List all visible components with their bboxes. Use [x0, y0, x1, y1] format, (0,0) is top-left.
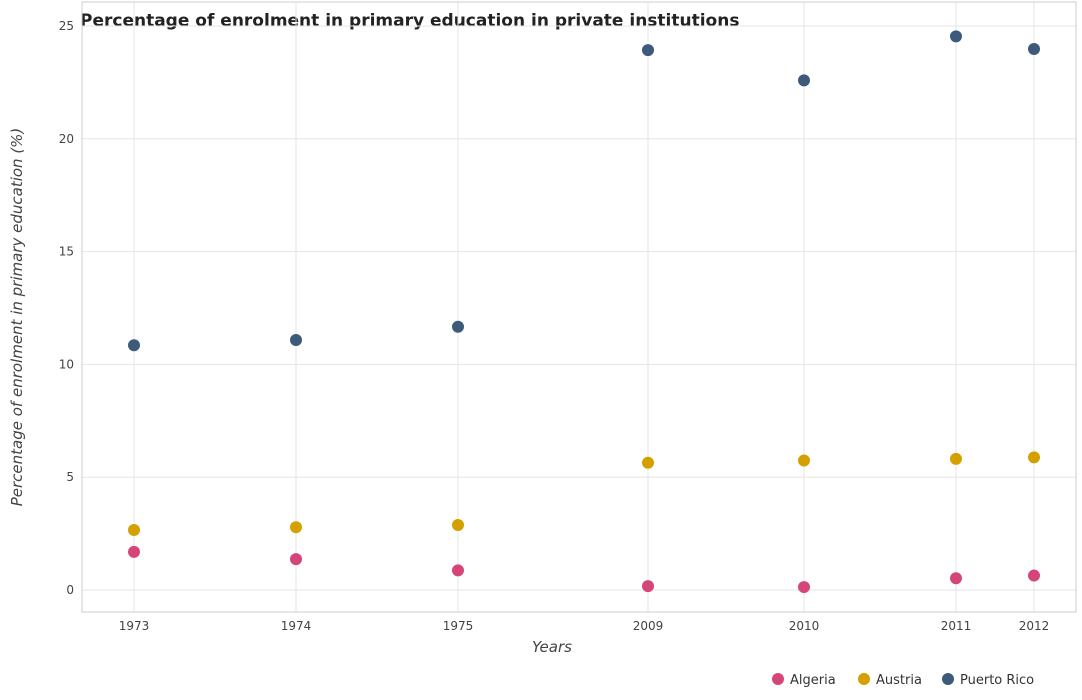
legend: Algeria Austria Puerto Rico [772, 673, 1034, 688]
point-puerto-rico [1028, 43, 1040, 56]
point-puerto-rico [128, 339, 140, 352]
legend-marker-algeria [772, 673, 784, 685]
point-algeria [950, 572, 962, 585]
legend-marker-puerto-rico [942, 673, 954, 685]
point-algeria [1028, 569, 1040, 582]
x-tick-label: 1973 [119, 619, 150, 633]
point-austria [798, 454, 810, 467]
point-puerto-rico [798, 74, 810, 87]
point-austria [1028, 451, 1040, 464]
legend-marker-austria [858, 673, 870, 685]
point-algeria [798, 581, 810, 594]
point-puerto-rico [452, 320, 464, 333]
x-axis-label: Years [532, 638, 572, 656]
plot-area: 0 5 10 15 20 25 1973 1974 1975 2009 2010 2011 2012 [59, 1, 1077, 633]
point-puerto-rico [290, 334, 302, 347]
y-tick-label: 20 [59, 132, 74, 146]
point-austria [128, 523, 140, 536]
y-tick-label: 10 [59, 357, 74, 371]
point-puerto-rico [642, 44, 654, 57]
point-austria [642, 456, 654, 469]
y-tick-label: 5 [66, 470, 74, 484]
x-tick-label: 1975 [443, 619, 474, 633]
point-austria [290, 521, 302, 534]
legend-label-austria: Austria [876, 673, 922, 688]
point-austria [452, 519, 464, 532]
y-tick-label: 15 [59, 245, 74, 259]
legend-label-puerto-rico: Puerto Rico [960, 673, 1034, 688]
y-tick-label: 0 [66, 583, 74, 597]
x-tick-label: 2009 [633, 619, 664, 633]
x-tick-labels: 1973 1974 1975 2009 2010 2011 2012 [119, 619, 1050, 633]
point-algeria [452, 564, 464, 577]
point-puerto-rico [950, 30, 962, 43]
data-points [128, 30, 1040, 594]
y-tick-labels: 0 5 10 15 20 25 [59, 19, 74, 597]
point-algeria [128, 545, 140, 558]
legend-label-algeria: Algeria [790, 673, 836, 688]
y-axis-label: Percentage of enrolment in primary educa… [8, 128, 26, 507]
x-tick-label: 1974 [281, 619, 312, 633]
y-tick-label: 25 [59, 19, 74, 33]
x-tick-label: 2010 [789, 619, 820, 633]
chart-title: Percentage of enrolment in primary educa… [80, 11, 739, 31]
point-algeria [642, 580, 654, 593]
x-tick-label: 2012 [1019, 619, 1050, 633]
point-austria [950, 452, 962, 465]
plot-frame [81, 1, 1077, 613]
point-algeria [290, 553, 302, 566]
x-gridlines [133, 2, 1035, 612]
x-tick-label: 2011 [941, 619, 972, 633]
y-gridlines [82, 25, 1076, 591]
